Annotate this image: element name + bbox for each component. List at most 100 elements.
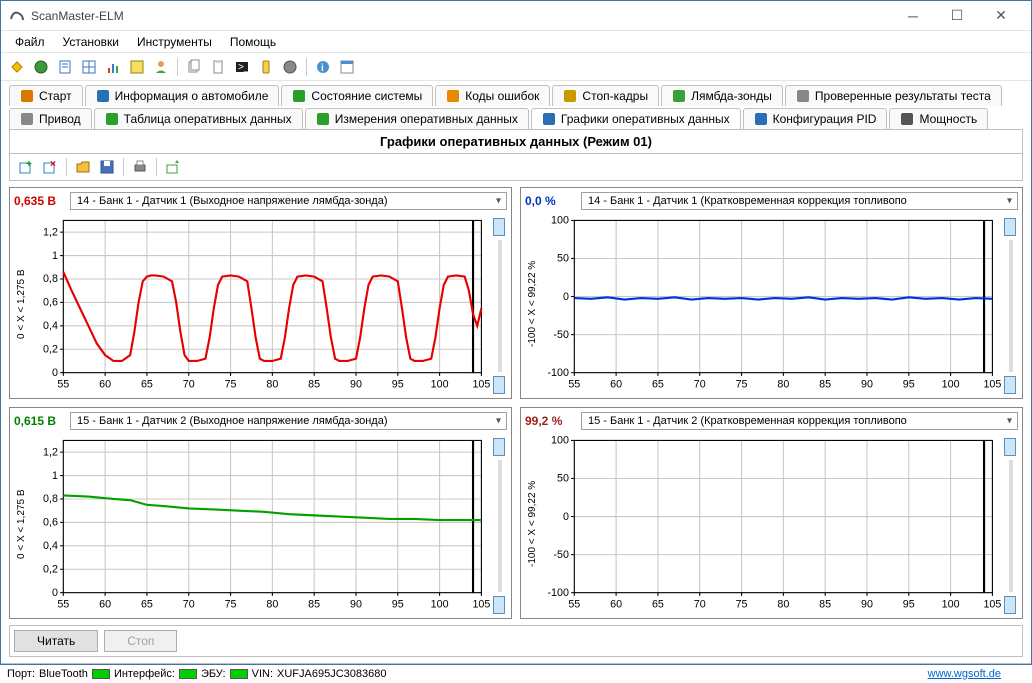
- tab-icon: [96, 89, 110, 103]
- menu-setup[interactable]: Установки: [55, 33, 127, 51]
- tab-стоп-кадры[interactable]: Стоп-кадры: [552, 85, 659, 106]
- maximize-button[interactable]: ☐: [935, 2, 979, 30]
- chart-y-axis-label: -100 < X < 99,22 %: [525, 434, 540, 614]
- chart-selector[interactable]: 14 - Банк 1 - Датчик 1 (Кратковременная …: [581, 192, 1018, 210]
- tab-label: Стоп-кадры: [582, 89, 648, 103]
- chart-c1: 0,635 В14 - Банк 1 - Датчик 1 (Выходное …: [9, 187, 512, 399]
- menu-file[interactable]: Файл: [7, 33, 53, 51]
- svg-text:85: 85: [819, 599, 831, 611]
- ecu-led-icon: [230, 669, 248, 679]
- chart-selector[interactable]: 14 - Банк 1 - Датчик 1 (Выходное напряже…: [70, 192, 507, 210]
- tab-container: Старт Информация о автомобиле Состояние си…: [1, 81, 1031, 129]
- tab-привод[interactable]: Привод: [9, 108, 92, 129]
- tab-label: Измерения оперативных данных: [335, 112, 518, 126]
- status-bar: Порт: BlueTooth Интерфейс: ЭБУ: VIN: XUF…: [1, 663, 1031, 683]
- remove-chart-icon[interactable]: ×: [40, 157, 60, 177]
- svg-text:1: 1: [52, 250, 58, 262]
- tab-измерения-оперативных-данных[interactable]: Измерения оперативных данных: [305, 108, 529, 129]
- tb-globe-icon[interactable]: [31, 57, 51, 77]
- tab-коды-ошибок[interactable]: Коды ошибок: [435, 85, 550, 106]
- export-icon[interactable]: [163, 157, 183, 177]
- svg-text:60: 60: [99, 599, 111, 611]
- port-led-icon: [92, 669, 110, 679]
- tab-label: Старт: [39, 89, 72, 103]
- read-button[interactable]: Читать: [14, 630, 98, 652]
- svg-text:75: 75: [225, 379, 237, 391]
- svg-text:90: 90: [861, 599, 873, 611]
- chart-scale-slider[interactable]: [1004, 214, 1018, 394]
- save-icon[interactable]: [97, 157, 117, 177]
- tb-user-icon[interactable]: [151, 57, 171, 77]
- print-icon[interactable]: [130, 157, 150, 177]
- tb-info-icon[interactable]: i: [313, 57, 333, 77]
- status-port-value: BlueTooth: [39, 668, 88, 680]
- add-chart-icon[interactable]: +: [16, 157, 36, 177]
- svg-text:75: 75: [736, 599, 748, 611]
- tb-chart-icon[interactable]: [103, 57, 123, 77]
- tb-record-icon[interactable]: [280, 57, 300, 77]
- tab-label: Привод: [39, 112, 81, 126]
- svg-text:100: 100: [551, 215, 569, 227]
- minimize-button[interactable]: ─: [891, 2, 935, 30]
- tab-проверенные-результаты-теста[interactable]: Проверенные результаты теста: [785, 85, 1002, 106]
- tb-grid-icon[interactable]: [79, 57, 99, 77]
- tab-таблица-оперативных-данных[interactable]: Таблица оперативных данных: [94, 108, 303, 129]
- chart-scale-slider[interactable]: [1004, 434, 1018, 614]
- svg-text:65: 65: [141, 599, 153, 611]
- svg-text:105: 105: [983, 599, 1001, 611]
- svg-text:85: 85: [308, 599, 320, 611]
- chart-scale-slider[interactable]: [493, 434, 507, 614]
- iface-led-icon: [179, 669, 197, 679]
- tab-информация-о-автомобиле[interactable]: Информация о автомобиле: [85, 85, 280, 106]
- status-url-link[interactable]: www.wgsoft.de: [928, 668, 1001, 680]
- svg-text:90: 90: [861, 379, 873, 391]
- status-ecu-label: ЭБУ:: [201, 668, 226, 680]
- svg-text:60: 60: [99, 379, 111, 391]
- tab-icon: [796, 89, 810, 103]
- tab-icon: [292, 89, 306, 103]
- tab-icon: [105, 112, 119, 126]
- tb-connect-icon[interactable]: [7, 57, 27, 77]
- svg-text:100: 100: [942, 599, 960, 611]
- tab-label: Информация о автомобиле: [115, 89, 269, 103]
- svg-text:0,6: 0,6: [43, 297, 58, 309]
- tab-состояние-системы[interactable]: Состояние системы: [281, 85, 433, 106]
- tab-конфигурация-pid[interactable]: Конфигурация PID: [743, 108, 888, 129]
- tb-window-icon[interactable]: [337, 57, 357, 77]
- tab-старт[interactable]: Старт: [9, 85, 83, 106]
- menu-tools[interactable]: Инструменты: [129, 33, 220, 51]
- chart-scale-slider[interactable]: [493, 214, 507, 394]
- svg-text:60: 60: [610, 379, 622, 391]
- chart-plot: -100-50050100556065707580859095100105: [540, 214, 1001, 394]
- svg-text:100: 100: [942, 379, 960, 391]
- tab-мощность[interactable]: Мощность: [889, 108, 988, 129]
- svg-text:80: 80: [266, 599, 278, 611]
- chart-toolbar: + ×: [9, 154, 1023, 181]
- chart-plot: 00,20,40,60,811,255606570758085909510010…: [29, 214, 490, 394]
- tab-icon: [542, 112, 556, 126]
- tab-графики-оперативных-данных[interactable]: Графики оперативных данных: [531, 108, 741, 129]
- tb-settings-icon[interactable]: [127, 57, 147, 77]
- tb-device-icon[interactable]: [256, 57, 276, 77]
- svg-text:100: 100: [431, 599, 449, 611]
- chart-selector[interactable]: 15 - Банк 1 - Датчик 2 (Выходное напряже…: [70, 412, 507, 430]
- status-vin-value: XUFJA695JC3083680: [277, 668, 386, 680]
- tb-terminal-icon[interactable]: >_: [232, 57, 252, 77]
- close-button[interactable]: ✕: [979, 2, 1023, 30]
- tb-clipboard-icon[interactable]: [208, 57, 228, 77]
- svg-text:80: 80: [266, 379, 278, 391]
- menu-bar: Файл Установки Инструменты Помощь: [1, 31, 1031, 53]
- open-icon[interactable]: [73, 157, 93, 177]
- chart-selector[interactable]: 15 - Банк 1 - Датчик 2 (Кратковременная …: [581, 412, 1018, 430]
- tb-copy-icon[interactable]: [184, 57, 204, 77]
- svg-text:0,4: 0,4: [43, 320, 58, 332]
- svg-text:95: 95: [903, 379, 915, 391]
- chart-value: 0,0 %: [525, 194, 573, 208]
- content-title: Графики оперативных данных (Режим 01): [9, 129, 1023, 154]
- tab-лямбда-зонды[interactable]: Лямбда-зонды: [661, 85, 783, 106]
- svg-text:0,8: 0,8: [43, 273, 58, 285]
- svg-text:0: 0: [563, 291, 569, 303]
- svg-text:50: 50: [557, 253, 569, 265]
- tb-report-icon[interactable]: [55, 57, 75, 77]
- menu-help[interactable]: Помощь: [222, 33, 284, 51]
